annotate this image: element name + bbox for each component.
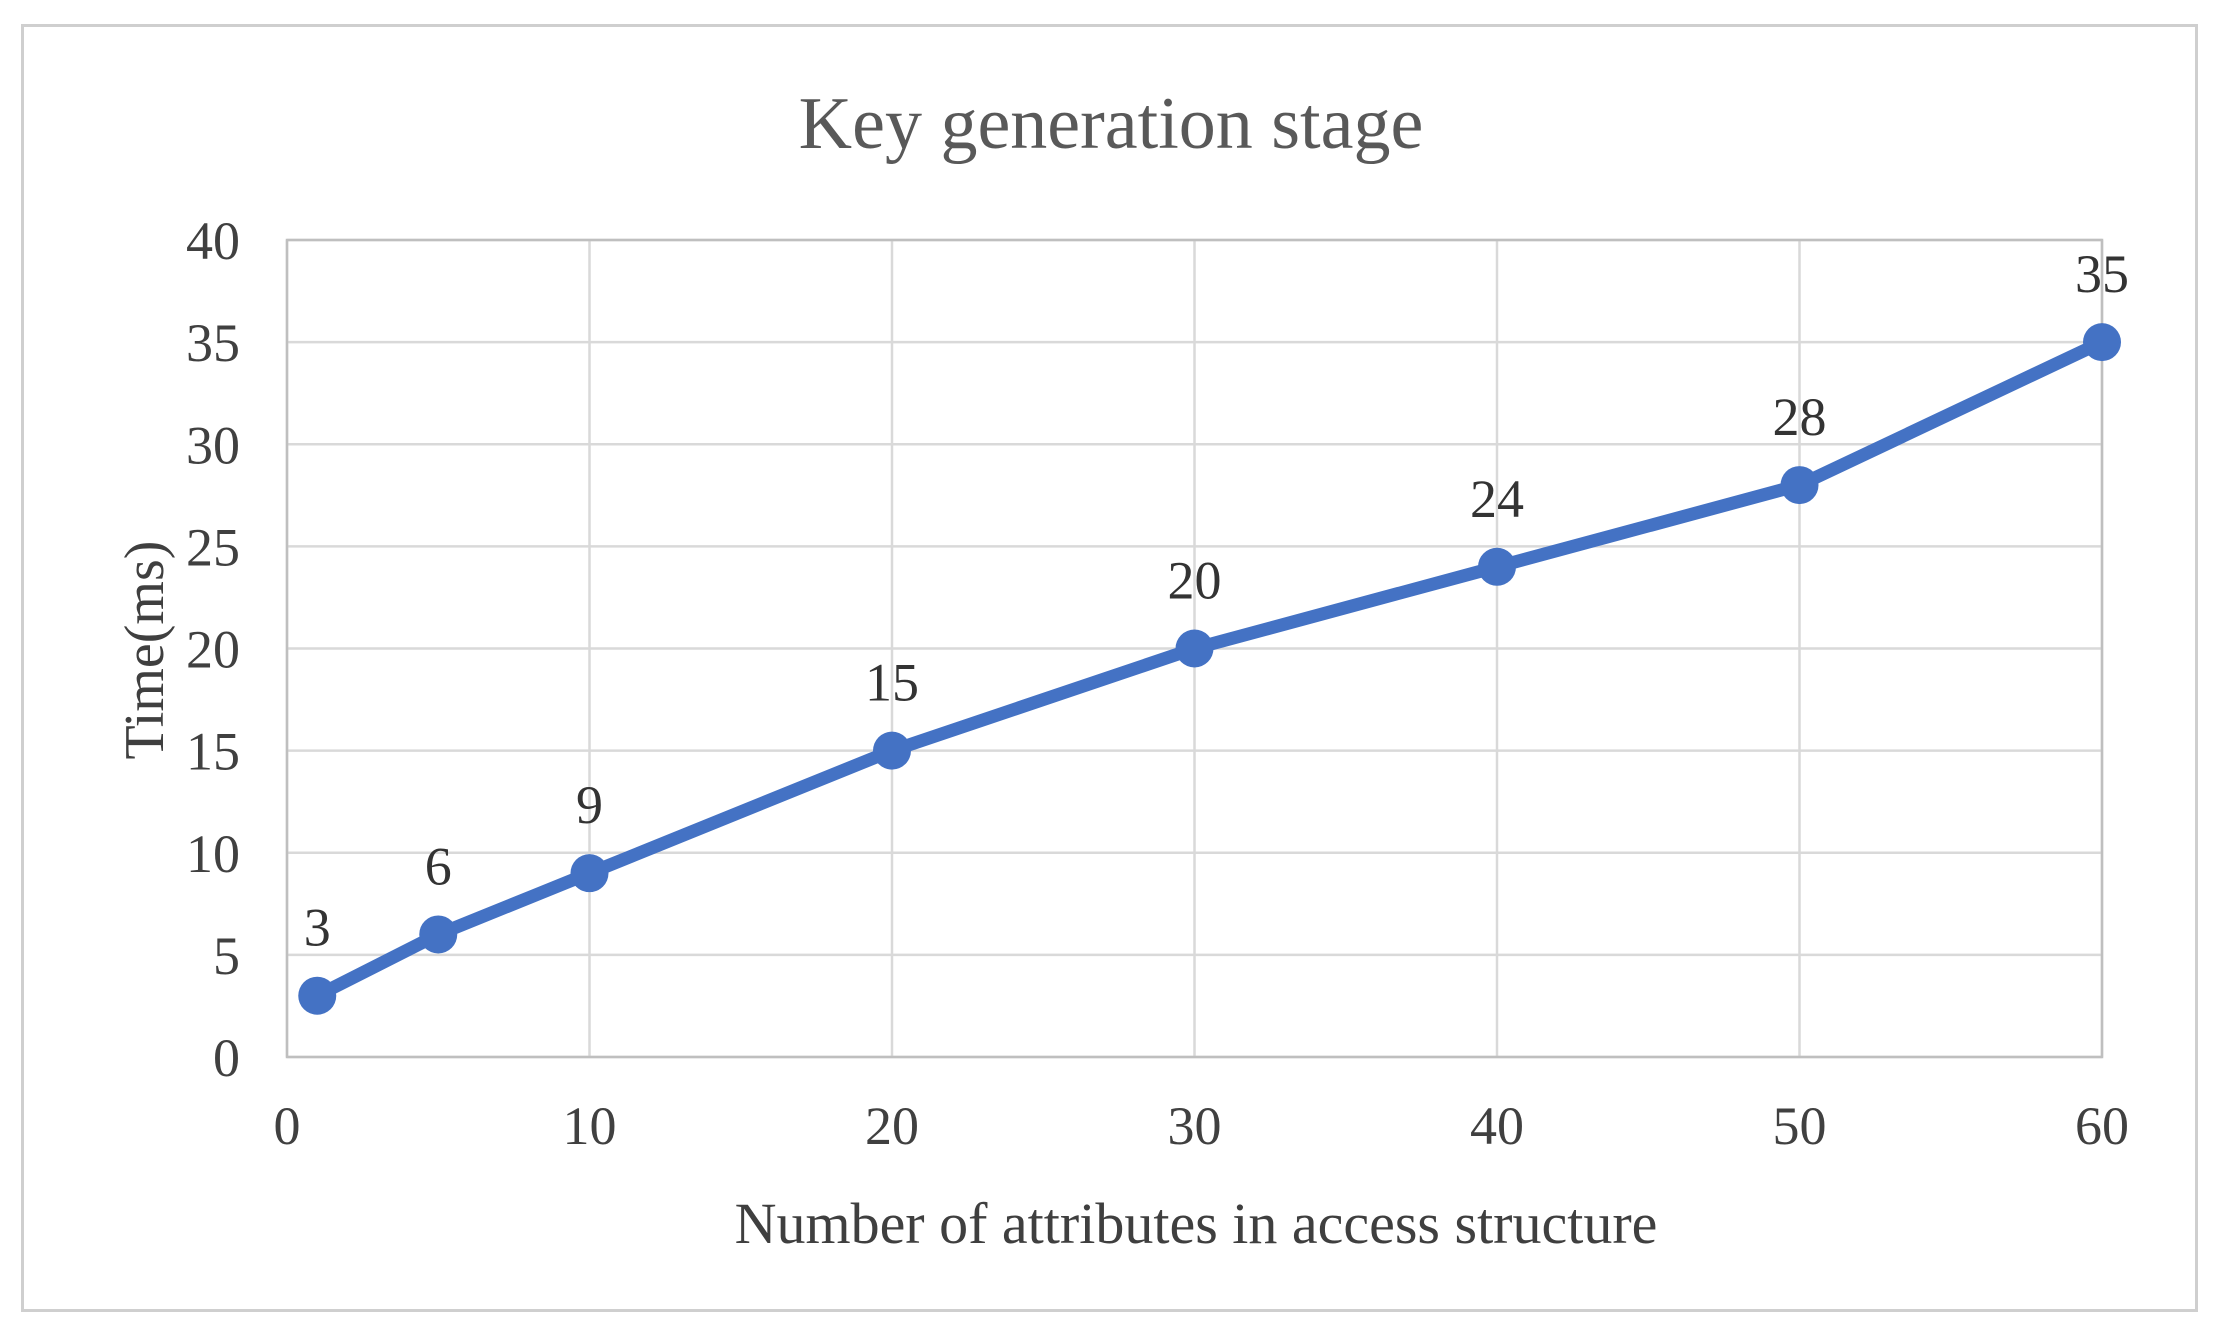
chart-title: Key generation stage: [799, 83, 1424, 165]
data-point-marker: [2083, 323, 2121, 362]
data-point-marker: [1780, 466, 1819, 505]
data-point-label: 15: [865, 653, 919, 713]
data-point-label: 35: [2075, 244, 2129, 304]
x-tick-label: 30: [1168, 1096, 1222, 1156]
y-axis-title: Time(ms): [114, 541, 176, 760]
data-point-labels: 3 6 9 15 20 24 28 35: [304, 244, 2129, 958]
y-tick-label: 30: [186, 415, 240, 475]
x-axis-tick-labels: 0 10 20 30 40 50 60: [274, 1096, 2130, 1156]
y-tick-label: 20: [186, 620, 240, 680]
data-series: [310, 335, 2109, 1003]
x-tick-label: 0: [274, 1096, 301, 1156]
x-tick-label: 60: [2075, 1096, 2129, 1156]
data-point-label: 28: [1773, 387, 1827, 447]
data-point-label: 20: [1168, 551, 1222, 611]
y-tick-label: 5: [213, 926, 240, 986]
y-tick-label: 25: [186, 517, 240, 577]
data-point-label: 6: [425, 836, 452, 896]
y-axis-tick-labels: 0 5 10 15 20 25 30 35 40: [186, 211, 240, 1088]
x-tick-label: 40: [1470, 1096, 1524, 1156]
y-tick-label: 0: [213, 1028, 240, 1088]
y-tick-label: 35: [186, 313, 240, 373]
x-tick-label: 20: [865, 1096, 919, 1156]
data-point-marker: [298, 976, 337, 1015]
y-tick-label: 40: [186, 211, 240, 271]
data-point-label: 24: [1470, 469, 1524, 529]
data-point-label: 9: [576, 775, 603, 835]
data-point-marker: [1478, 547, 1516, 586]
x-axis-title: Number of attributes in access structure: [735, 1191, 1658, 1256]
data-point-marker: [1175, 629, 1214, 668]
data-point-markers: [298, 323, 2121, 1015]
data-point-marker: [873, 731, 911, 770]
x-tick-label: 50: [1773, 1096, 1827, 1156]
data-point-label: 3: [304, 898, 331, 958]
data-point-marker: [419, 915, 458, 954]
x-tick-label: 10: [563, 1096, 617, 1156]
plot-area-border: [285, 238, 2104, 1059]
data-line: [310, 335, 2109, 1003]
data-point-marker: [570, 854, 609, 893]
y-tick-label: 10: [186, 824, 240, 884]
y-tick-label: 15: [186, 722, 240, 782]
